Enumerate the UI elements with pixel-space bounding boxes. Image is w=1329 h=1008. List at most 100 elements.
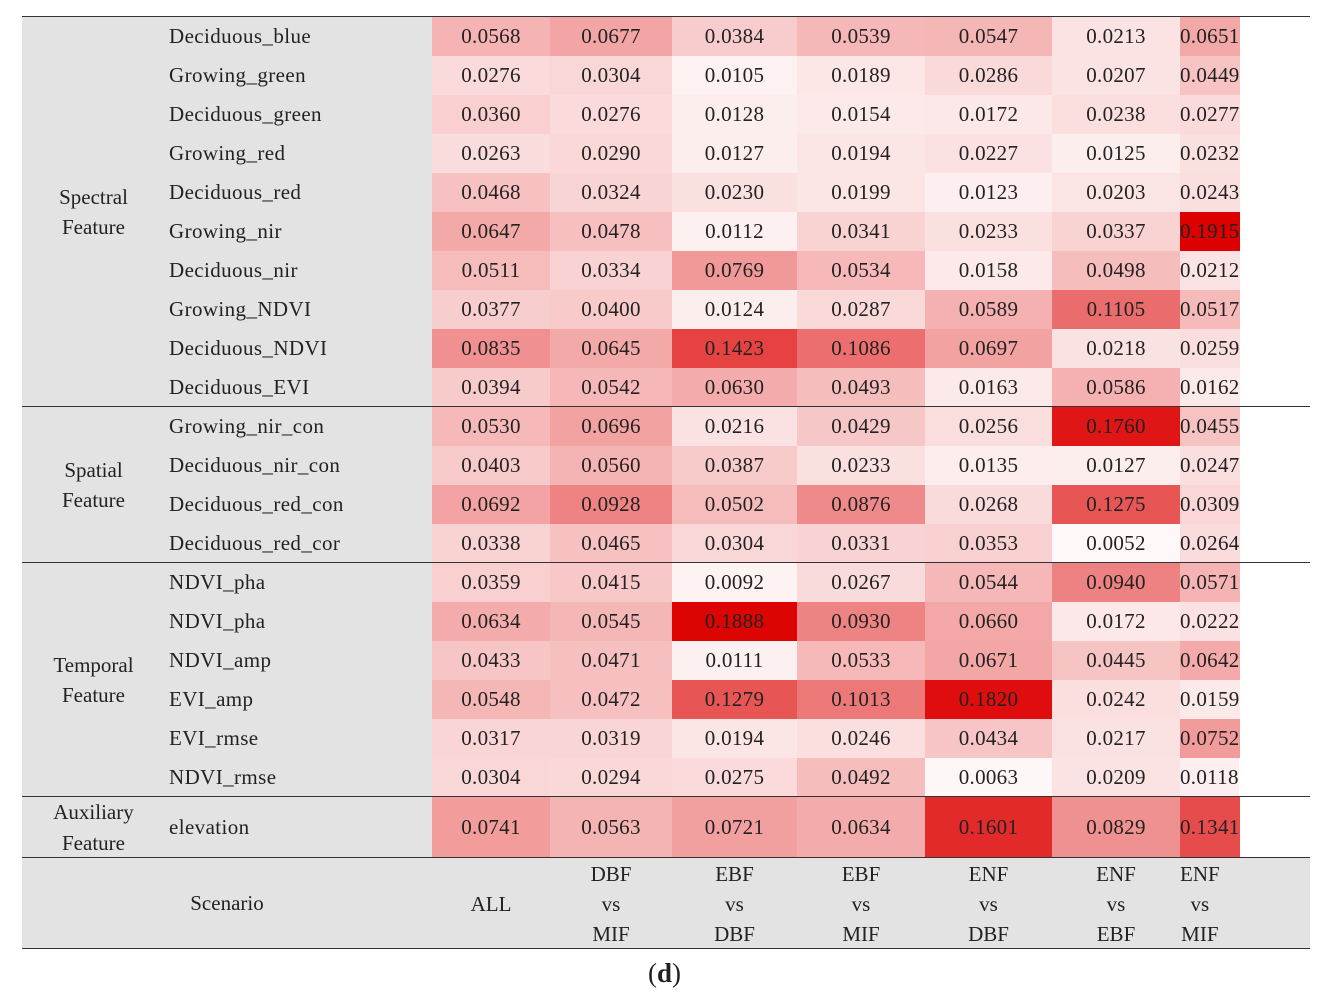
- heatmap-cell: 0.0455: [1180, 407, 1240, 446]
- heatmap-cell: 0.0465: [550, 524, 672, 563]
- feature-label: Deciduous_nir_con: [169, 453, 341, 477]
- feature-column-bg: [165, 563, 432, 797]
- feature-label: Deciduous_EVI: [169, 375, 310, 399]
- heatmap-cell: 0.0533: [797, 641, 925, 680]
- heatmap-cell: 0.0216: [672, 407, 797, 446]
- heatmap-cell: 0.0217: [1052, 719, 1180, 758]
- heatmap-cell: 0.0172: [925, 95, 1052, 134]
- figure-caption: (d): [647, 958, 682, 988]
- feature-label: Deciduous_NDVI: [169, 336, 328, 360]
- heatmap-cell: 0.0243: [1180, 173, 1240, 212]
- heatmap-cell: 0.0218: [1052, 329, 1180, 368]
- table-bottom-rule: [22, 948, 1310, 949]
- heatmap-cell: 0.0112: [672, 212, 797, 251]
- heatmap-cell: 0.0544: [925, 563, 1052, 602]
- scenario-label-line: EBF: [1096, 921, 1136, 946]
- heatmap-cell: 0.0263: [432, 134, 550, 173]
- heatmap-cell: 0.0286: [925, 56, 1052, 95]
- heatmap-cell: 0.1820: [925, 680, 1052, 719]
- heatmap-cell: 0.0092: [672, 563, 797, 602]
- heatmap-cell: 0.0634: [797, 797, 925, 858]
- heatmap-cell: 0.0232: [1180, 134, 1240, 173]
- group-label: Auxiliary Feature: [22, 797, 165, 858]
- scenario-label-line: ENF: [968, 861, 1009, 886]
- heatmap-cell: 0.0721: [672, 797, 797, 858]
- scenario-row-bg: [22, 858, 1310, 949]
- heatmap-cell: 0.0123: [925, 173, 1052, 212]
- heatmap-cell: 0.0876: [797, 485, 925, 524]
- heatmap-cell: 0.1888: [672, 602, 797, 641]
- feature-column-bg: [165, 797, 432, 858]
- heatmap-cell: 0.0212: [1180, 251, 1240, 290]
- heatmap-cell: 0.1601: [925, 797, 1052, 858]
- heatmap-cell: 0.0692: [432, 485, 550, 524]
- heatmap-cell: 0.0471: [550, 641, 672, 680]
- heatmap-cell: 0.0493: [797, 368, 925, 407]
- scenario-label-line: ENF: [1096, 861, 1136, 886]
- scenario-label-line: EBF: [715, 861, 754, 886]
- heatmap-cell: 0.0940: [1052, 563, 1180, 602]
- feature-label: Growing_nir_con: [169, 414, 325, 438]
- group-label-line: Feature: [62, 215, 125, 239]
- feature-label: NDVI_rmse: [169, 765, 277, 789]
- heatmap-cell: 0.0189: [797, 56, 925, 95]
- feature-label: Growing_green: [169, 63, 306, 87]
- heatmap-cell: 0.0203: [1052, 173, 1180, 212]
- heatmap-cell: 0.0384: [672, 17, 797, 56]
- heatmap-cell: 0.0548: [432, 680, 550, 719]
- heatmap-cell: 0.0135: [925, 446, 1052, 485]
- scenario-label-line: MIF: [592, 921, 630, 946]
- heatmap-cell: 0.0207: [1052, 56, 1180, 95]
- heatmap-cell: 0.0222: [1180, 602, 1240, 641]
- heatmap-cell: 0.0124: [672, 290, 797, 329]
- heatmap-cell: 0.0741: [432, 797, 550, 858]
- scenario-label-line: ENF: [1180, 861, 1220, 886]
- heatmap-cell: 0.0213: [1052, 17, 1180, 56]
- heatmap-cell: 0.0752: [1180, 719, 1240, 758]
- scenario-label-line: vs: [725, 891, 744, 916]
- scenario-label-line: MIF: [1181, 921, 1219, 946]
- feature-column-bg: [165, 17, 432, 407]
- scenario-label-line: vs: [979, 891, 998, 916]
- importance-heatmap-table: Spectral Feature Deciduous_blue 0.0568 0.067…: [22, 16, 1310, 950]
- heatmap-cell: 0.0227: [925, 134, 1052, 173]
- scenario-label: EBF vs MIF: [797, 858, 925, 949]
- heatmap-cell: 0.1086: [797, 329, 925, 368]
- heatmap-cell: 0.0317: [432, 719, 550, 758]
- heatmap-cell: 0.0589: [925, 290, 1052, 329]
- heatmap-cell: 0.0829: [1052, 797, 1180, 858]
- scenario-label: ENF vs MIF: [1180, 858, 1220, 949]
- heatmap-cell: 0.0127: [672, 134, 797, 173]
- heatmap-cell: 0.0468: [432, 173, 550, 212]
- group-label-line: Feature: [62, 683, 125, 707]
- heatmap-cell: 0.0630: [672, 368, 797, 407]
- scenario-label: DBF vs MIF: [550, 858, 672, 949]
- feature-label: NDVI_pha: [169, 609, 266, 633]
- heatmap-cell: 0.0154: [797, 95, 925, 134]
- heatmap-cell: 0.0415: [550, 563, 672, 602]
- heatmap-cell: 0.0651: [1180, 17, 1240, 56]
- heatmap-cell: 0.0125: [1052, 134, 1180, 173]
- heatmap-cell: 0.0542: [550, 368, 672, 407]
- heatmap-cell: 0.0429: [797, 407, 925, 446]
- heatmap-cell: 0.0511: [432, 251, 550, 290]
- scenario-label-line: vs: [851, 891, 871, 916]
- heatmap-cell: 0.1275: [1052, 485, 1180, 524]
- heatmap-cell: 0.0498: [1052, 251, 1180, 290]
- feature-label: NDVI_amp: [169, 648, 272, 672]
- heatmap-cell: 0.0309: [1180, 485, 1240, 524]
- feature-label: elevation: [169, 815, 250, 839]
- heatmap-cell: 0.0353: [925, 524, 1052, 563]
- table-top-rule: [22, 16, 1310, 17]
- heatmap-cell: 0.0242: [1052, 680, 1180, 719]
- heatmap-cell: 0.0647: [432, 212, 550, 251]
- heatmap-cell: 0.0359: [432, 563, 550, 602]
- heatmap-cell: 0.0696: [550, 407, 672, 446]
- heatmap-cell: 0.0264: [1180, 524, 1240, 563]
- heatmap-cell: 0.0338: [432, 524, 550, 563]
- scenario-label-line: DBF: [590, 861, 632, 886]
- feature-label: Deciduous_green: [169, 102, 322, 126]
- heatmap-cell: 0.0287: [797, 290, 925, 329]
- group-label: Temporal Feature: [22, 563, 165, 797]
- heatmap-cell: 0.0634: [432, 602, 550, 641]
